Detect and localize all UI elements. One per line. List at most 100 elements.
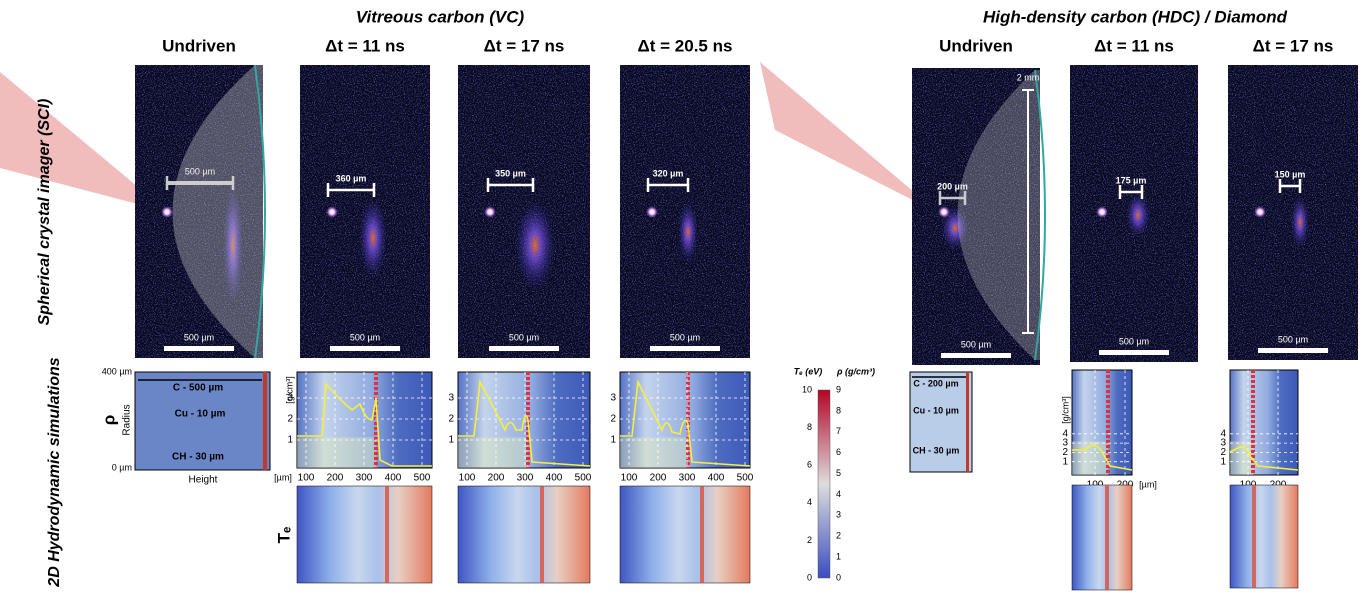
colorbar-tick: 2 [836,531,841,541]
colorbar-tick: 6 [807,460,812,470]
x-tick-label: 400 [385,473,402,484]
shocked-band [620,437,688,468]
colorbar-tick: 1 [836,551,841,561]
column-header: Δt = 11 ns [1094,36,1174,55]
x-tick-label: 500 [575,473,592,484]
span-label: 175 µm [1116,175,1147,185]
colorbar-tick: 0 [807,572,812,582]
unit-label: [g/cm³] [284,376,294,404]
y-tick-label: 4 [1062,428,1068,439]
te-map [1229,484,1299,589]
lineout [620,379,751,467]
emission [1291,196,1309,248]
column-header: Δt = 20.5 ns [638,36,733,55]
scale-bar [941,353,1011,358]
emission [1126,193,1150,237]
layer-label: CH - 30 µm [172,452,224,463]
emission [941,206,969,250]
target-outline [172,65,263,358]
scale-bar-label: 500 µm [184,332,214,342]
x-tick-label: 500 [414,473,431,484]
x-tick-label: 200 [327,473,344,484]
y-tick-label: 3 [287,393,293,404]
beam [760,62,940,214]
colorbar-tick: 10 [802,384,812,394]
shocked-band [458,437,528,468]
y-tick-label: 2 [448,414,454,425]
emission [515,200,555,290]
scale-bar [164,346,234,351]
sci-noise [135,65,263,358]
scale-bar-label: 500 µm [509,332,539,342]
target-sim [909,371,973,473]
te-front [1105,485,1109,590]
beam [0,72,168,212]
x-tick-label: 200 [488,473,505,484]
column-header: Δt = 17 ns [1253,36,1334,55]
column-header: Undriven [939,36,1013,55]
colorbar-tick: 8 [807,422,812,432]
y-tick-label: 1 [1220,456,1226,467]
te-map [1071,484,1133,591]
y-tick-label: 1 [1062,456,1068,467]
column-header: Δt = 11 ns [325,36,405,55]
te-map [457,485,591,584]
span-label: 320 µm [653,168,684,178]
span-label: 200 µm [937,181,968,191]
colorbar-tick: 7 [836,426,841,436]
unit-label: [µm] [274,472,292,482]
scale-bar-label: 500 µm [961,339,991,349]
colorbar-tick: 9 [836,384,841,394]
colorbar-tick: 5 [836,468,841,478]
axis-label: Radius [122,404,133,435]
y-tick-label: 3 [448,393,454,404]
column-header: Δt = 17 ns [484,36,565,55]
x-tick-label: 100 [621,473,638,484]
density-map [1071,369,1133,476]
group-title: Vitreous carbon (VC) [356,7,525,26]
backlighter-spot [1254,206,1266,218]
scale-bar [1099,350,1169,355]
lineout [1072,444,1133,471]
backlighter-spot [1096,206,1108,218]
layer-label: Cu - 10 µm [913,405,959,415]
density-map [296,371,433,469]
te-front [700,486,704,583]
x-tick-label: 400 [708,473,725,484]
y-tick-label: 3 [1220,438,1226,449]
scale-bar-label: 500 µm [1119,336,1149,346]
cu-layer [966,372,969,472]
y-tick-label: 3 [610,393,616,404]
emission [359,198,387,278]
y-tick-label: 1 [448,435,454,446]
target-edge [254,64,266,359]
colorbar-tick: 6 [836,447,841,457]
backlighter-spot [326,206,338,218]
quantity-label: Tₑ [274,527,293,544]
colorbar-title: Tₑ (eV) [794,366,823,376]
y-tick-label: 2 [1062,447,1068,458]
span-label: 360 µm [336,173,367,183]
layer-label: CH - 30 µm [913,445,960,455]
span-label: 500 µm [185,166,215,176]
x-tick-label: 300 [356,473,373,484]
span-label: 350 µm [495,168,526,178]
radius-tick: 400 µm [102,366,132,376]
colorbar-tick: 2 [807,535,812,545]
y-tick-label: 3 [1062,438,1068,449]
height-label: 2 mm [1017,72,1040,82]
scale-bar [1258,348,1328,353]
x-tick-label: 200 [650,473,667,484]
unit-label: [g/cm³] [1060,396,1070,424]
y-tick-label: 2 [1220,447,1226,458]
emission [223,185,243,305]
scale-bar-label: 500 µm [350,332,380,342]
shocked-band [297,437,376,468]
layer-label: C - 200 µm [913,378,958,388]
colorbar [817,389,831,579]
backlighter-spot [938,206,950,218]
y-tick-label: 1 [610,435,616,446]
lineout [1229,446,1299,471]
